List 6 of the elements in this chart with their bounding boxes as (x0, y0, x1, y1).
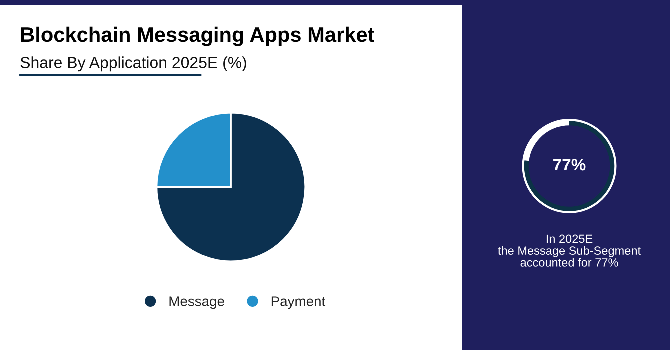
legend-label: Payment (272, 296, 326, 310)
legend-label: Message (170, 296, 224, 310)
text: 77% (554, 158, 586, 171)
text: In 2025E the Message Sub-Segment accounted for 77% (498, 234, 641, 267)
chart-title: Blockchain Messaging Apps Market (21, 26, 374, 46)
chart-subtitle: Share By Application 2025E (%) (20, 56, 246, 72)
